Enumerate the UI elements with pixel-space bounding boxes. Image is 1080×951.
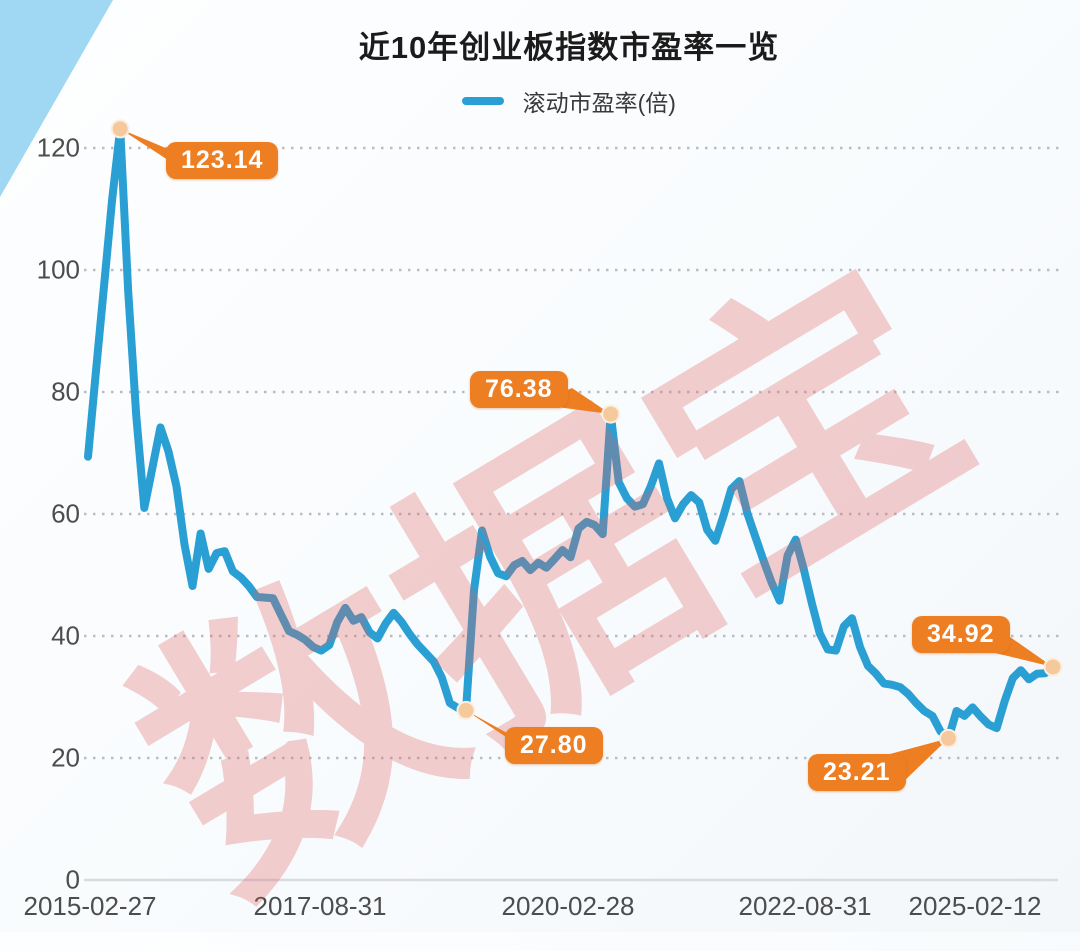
annotation-tail [534, 388, 611, 415]
y-axis-label: 120 [36, 132, 80, 163]
annotation-2018-low-value: 27.80 [505, 727, 603, 764]
y-axis-label: 20 [51, 742, 80, 773]
y-axis-label: 0 [65, 864, 80, 895]
annotation-marker-dot [110, 119, 130, 139]
page-title: 近10年创业板指数市盈率一览 [358, 30, 780, 65]
legend-line-marker [462, 97, 505, 105]
x-axis-label: 2017-08-31 [253, 891, 387, 921]
annotation-marker-dot [601, 404, 621, 424]
legend: 滚动市盈率(倍) [0, 84, 1080, 118]
pe-ratio-line [84, 124, 1057, 743]
legend-label: 滚动市盈率(倍) [522, 90, 676, 116]
y-axis-label: 100 [36, 254, 80, 285]
annotation-marker-dot [456, 700, 476, 720]
annotation-marker-dot [1043, 657, 1063, 677]
y-axis-label: 60 [51, 498, 80, 529]
x-axis-label: 2020-02-28 [501, 891, 635, 921]
x-axis-label: 2015-02-27 [23, 891, 157, 921]
y-axis-label: 80 [51, 376, 80, 407]
annotation-peak-value: 123.14 [166, 142, 279, 179]
annotation-2020-high-value: 76.38 [470, 371, 568, 408]
y-axis-label: 40 [51, 620, 80, 651]
annotation-2024-low-value: 23.21 [808, 754, 906, 791]
x-axis-label: 2025-02-12 [908, 891, 1042, 921]
x-axis-label: 2022-08-31 [738, 891, 872, 921]
annotation-marker-dot [938, 728, 958, 748]
annotation-latest-value: 34.92 [912, 616, 1010, 653]
